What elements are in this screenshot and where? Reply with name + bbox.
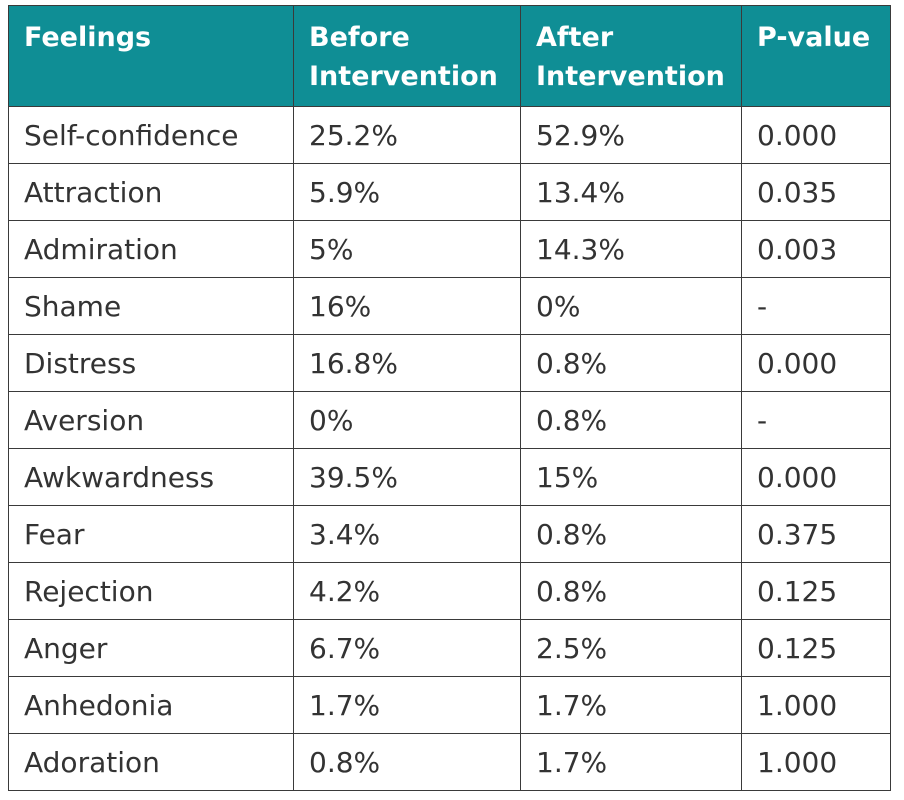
before-cell: 0% [293, 391, 521, 449]
p-value-cell: - [741, 391, 891, 449]
before-cell: 16.8% [293, 334, 521, 392]
p-value-cell: 1.000 [741, 676, 891, 734]
table-body: Self-confidence 25.2% 52.9% 0.000 Attraction… [8, 106, 891, 791]
table-row: Fear 3.4% 0.8% 0.375 [8, 505, 891, 563]
feeling-cell: Fear [8, 505, 294, 563]
table-row: Attraction 5.9% 13.4% 0.035 [8, 163, 891, 221]
p-value-cell: 0.000 [741, 334, 891, 392]
after-cell: 1.7% [520, 733, 742, 791]
table-row: Distress 16.8% 0.8% 0.000 [8, 334, 891, 392]
p-value-cell: 0.000 [741, 448, 891, 506]
before-cell: 16% [293, 277, 521, 335]
table-row: Adoration 0.8% 1.7% 1.000 [8, 733, 891, 791]
p-value-cell: 0.125 [741, 562, 891, 620]
feelings-table: Feelings Before Intervention After Inter… [8, 5, 891, 791]
before-cell: 4.2% [293, 562, 521, 620]
p-value-cell: - [741, 277, 891, 335]
header-row: Feelings Before Intervention After Inter… [8, 5, 891, 107]
feeling-cell: Aversion [8, 391, 294, 449]
table-header: Feelings Before Intervention After Inter… [8, 5, 891, 107]
p-value-cell: 0.035 [741, 163, 891, 221]
before-cell: 5.9% [293, 163, 521, 221]
table-row: Self-confidence 25.2% 52.9% 0.000 [8, 106, 891, 164]
before-cell: 1.7% [293, 676, 521, 734]
before-cell: 3.4% [293, 505, 521, 563]
feeling-cell: Adoration [8, 733, 294, 791]
table-row: Awkwardness 39.5% 15% 0.000 [8, 448, 891, 506]
feeling-cell: Admiration [8, 220, 294, 278]
table-row: Shame 16% 0% - [8, 277, 891, 335]
feelings-table-wrapper: Feelings Before Intervention After Inter… [8, 5, 891, 791]
before-cell: 5% [293, 220, 521, 278]
after-cell: 2.5% [520, 619, 742, 677]
p-value-cell: 0.375 [741, 505, 891, 563]
feeling-cell: Self-confidence [8, 106, 294, 164]
header-before-intervention: Before Intervention [293, 5, 521, 107]
after-cell: 1.7% [520, 676, 742, 734]
header-after-intervention: After Intervention [520, 5, 742, 107]
after-cell: 14.3% [520, 220, 742, 278]
feeling-cell: Attraction [8, 163, 294, 221]
table-row: Anhedonia 1.7% 1.7% 1.000 [8, 676, 891, 734]
after-cell: 13.4% [520, 163, 742, 221]
table-row: Admiration 5% 14.3% 0.003 [8, 220, 891, 278]
after-cell: 15% [520, 448, 742, 506]
before-cell: 25.2% [293, 106, 521, 164]
p-value-cell: 0.003 [741, 220, 891, 278]
header-p-value: P-value [741, 5, 891, 107]
p-value-cell: 1.000 [741, 733, 891, 791]
before-cell: 6.7% [293, 619, 521, 677]
after-cell: 0.8% [520, 562, 742, 620]
after-cell: 0.8% [520, 391, 742, 449]
feeling-cell: Rejection [8, 562, 294, 620]
after-cell: 0.8% [520, 334, 742, 392]
feeling-cell: Anhedonia [8, 676, 294, 734]
before-cell: 0.8% [293, 733, 521, 791]
header-feelings: Feelings [8, 5, 294, 107]
feeling-cell: Distress [8, 334, 294, 392]
table-row: Anger 6.7% 2.5% 0.125 [8, 619, 891, 677]
before-cell: 39.5% [293, 448, 521, 506]
feeling-cell: Shame [8, 277, 294, 335]
table-row: Aversion 0% 0.8% - [8, 391, 891, 449]
after-cell: 0.8% [520, 505, 742, 563]
feeling-cell: Anger [8, 619, 294, 677]
p-value-cell: 0.000 [741, 106, 891, 164]
after-cell: 52.9% [520, 106, 742, 164]
feeling-cell: Awkwardness [8, 448, 294, 506]
after-cell: 0% [520, 277, 742, 335]
table-row: Rejection 4.2% 0.8% 0.125 [8, 562, 891, 620]
p-value-cell: 0.125 [741, 619, 891, 677]
